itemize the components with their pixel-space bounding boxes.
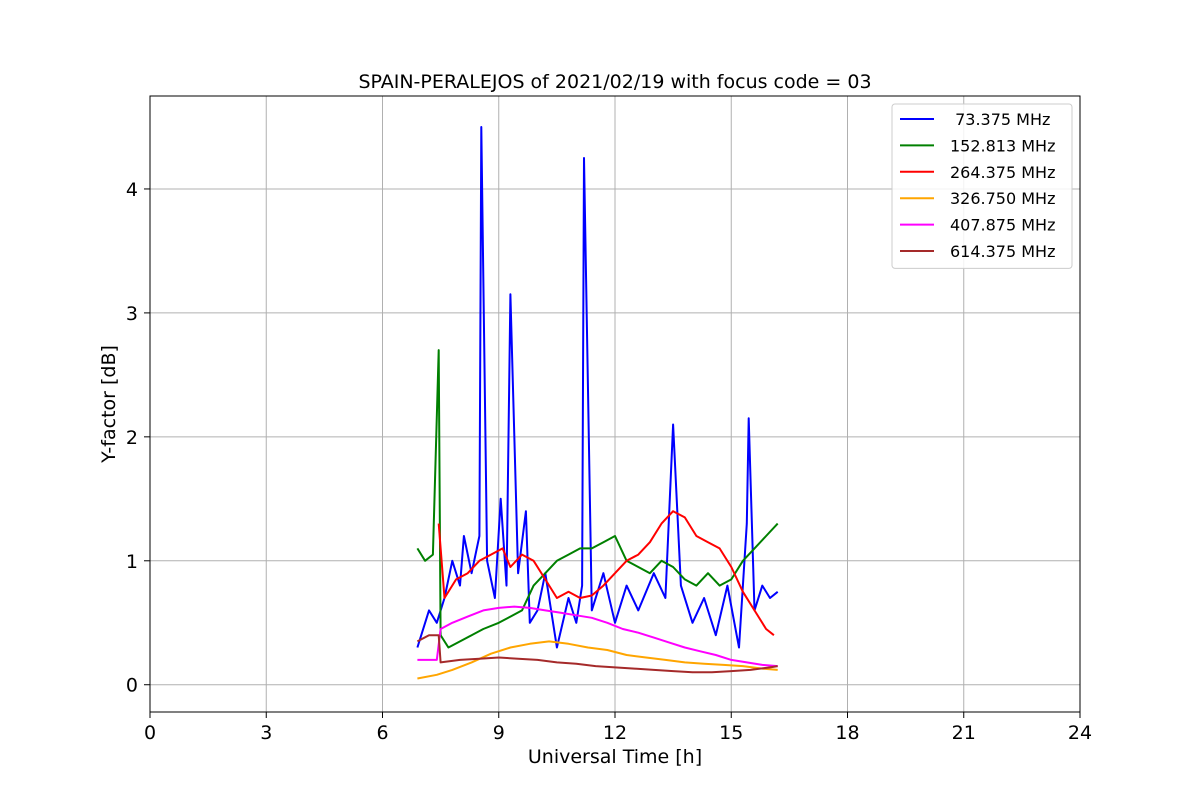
series-line-1	[416, 126, 779, 649]
x-tick-label: 21	[952, 722, 976, 744]
y-tick-label: 3	[126, 303, 138, 325]
x-tick-label: 6	[376, 722, 388, 744]
series-layer	[416, 126, 779, 680]
x-tick-label: 9	[493, 722, 505, 744]
x-tick-label: 24	[1068, 722, 1092, 744]
series-line-4	[417, 640, 778, 680]
legend-label: 264.375 MHz	[950, 163, 1055, 182]
x-axis-label: Universal Time [h]	[528, 746, 702, 768]
y-axis-label: Y-factor [dB]	[98, 345, 120, 464]
legend-label: 73.375 MHz	[950, 110, 1050, 129]
y-tick-label: 4	[126, 179, 138, 201]
series-line-6	[416, 634, 778, 674]
legend-label: 152.813 MHz	[950, 136, 1055, 155]
x-axis: 0 3 6 9 12 15 18 21 24	[144, 712, 1092, 744]
legend-label: 326.750 MHz	[950, 189, 1055, 208]
x-tick-label: 3	[260, 722, 272, 744]
x-tick-label: 12	[603, 722, 627, 744]
x-tick-label: 18	[835, 722, 859, 744]
legend-label: 407.875 MHz	[950, 216, 1055, 235]
y-tick-label: 1	[126, 551, 138, 573]
legend-box	[891, 103, 1073, 269]
x-tick-label: 0	[144, 722, 156, 744]
y-tick-label: 2	[126, 427, 138, 449]
y-tick-label: 0	[126, 675, 138, 697]
y-axis: 0 1 2 3 4	[126, 179, 150, 697]
legend-label: 614.375 MHz	[950, 242, 1055, 261]
series-line-3	[437, 510, 775, 636]
chart-title: SPAIN-PERALEJOS of 2021/02/19 with focus…	[358, 71, 871, 93]
x-tick-label: 15	[719, 722, 743, 744]
series-line-5	[417, 605, 778, 668]
legend: 73.375 MHz 152.813 MHz 264.375 MHz 326.750 …	[891, 103, 1073, 269]
series-line-2	[416, 349, 779, 649]
